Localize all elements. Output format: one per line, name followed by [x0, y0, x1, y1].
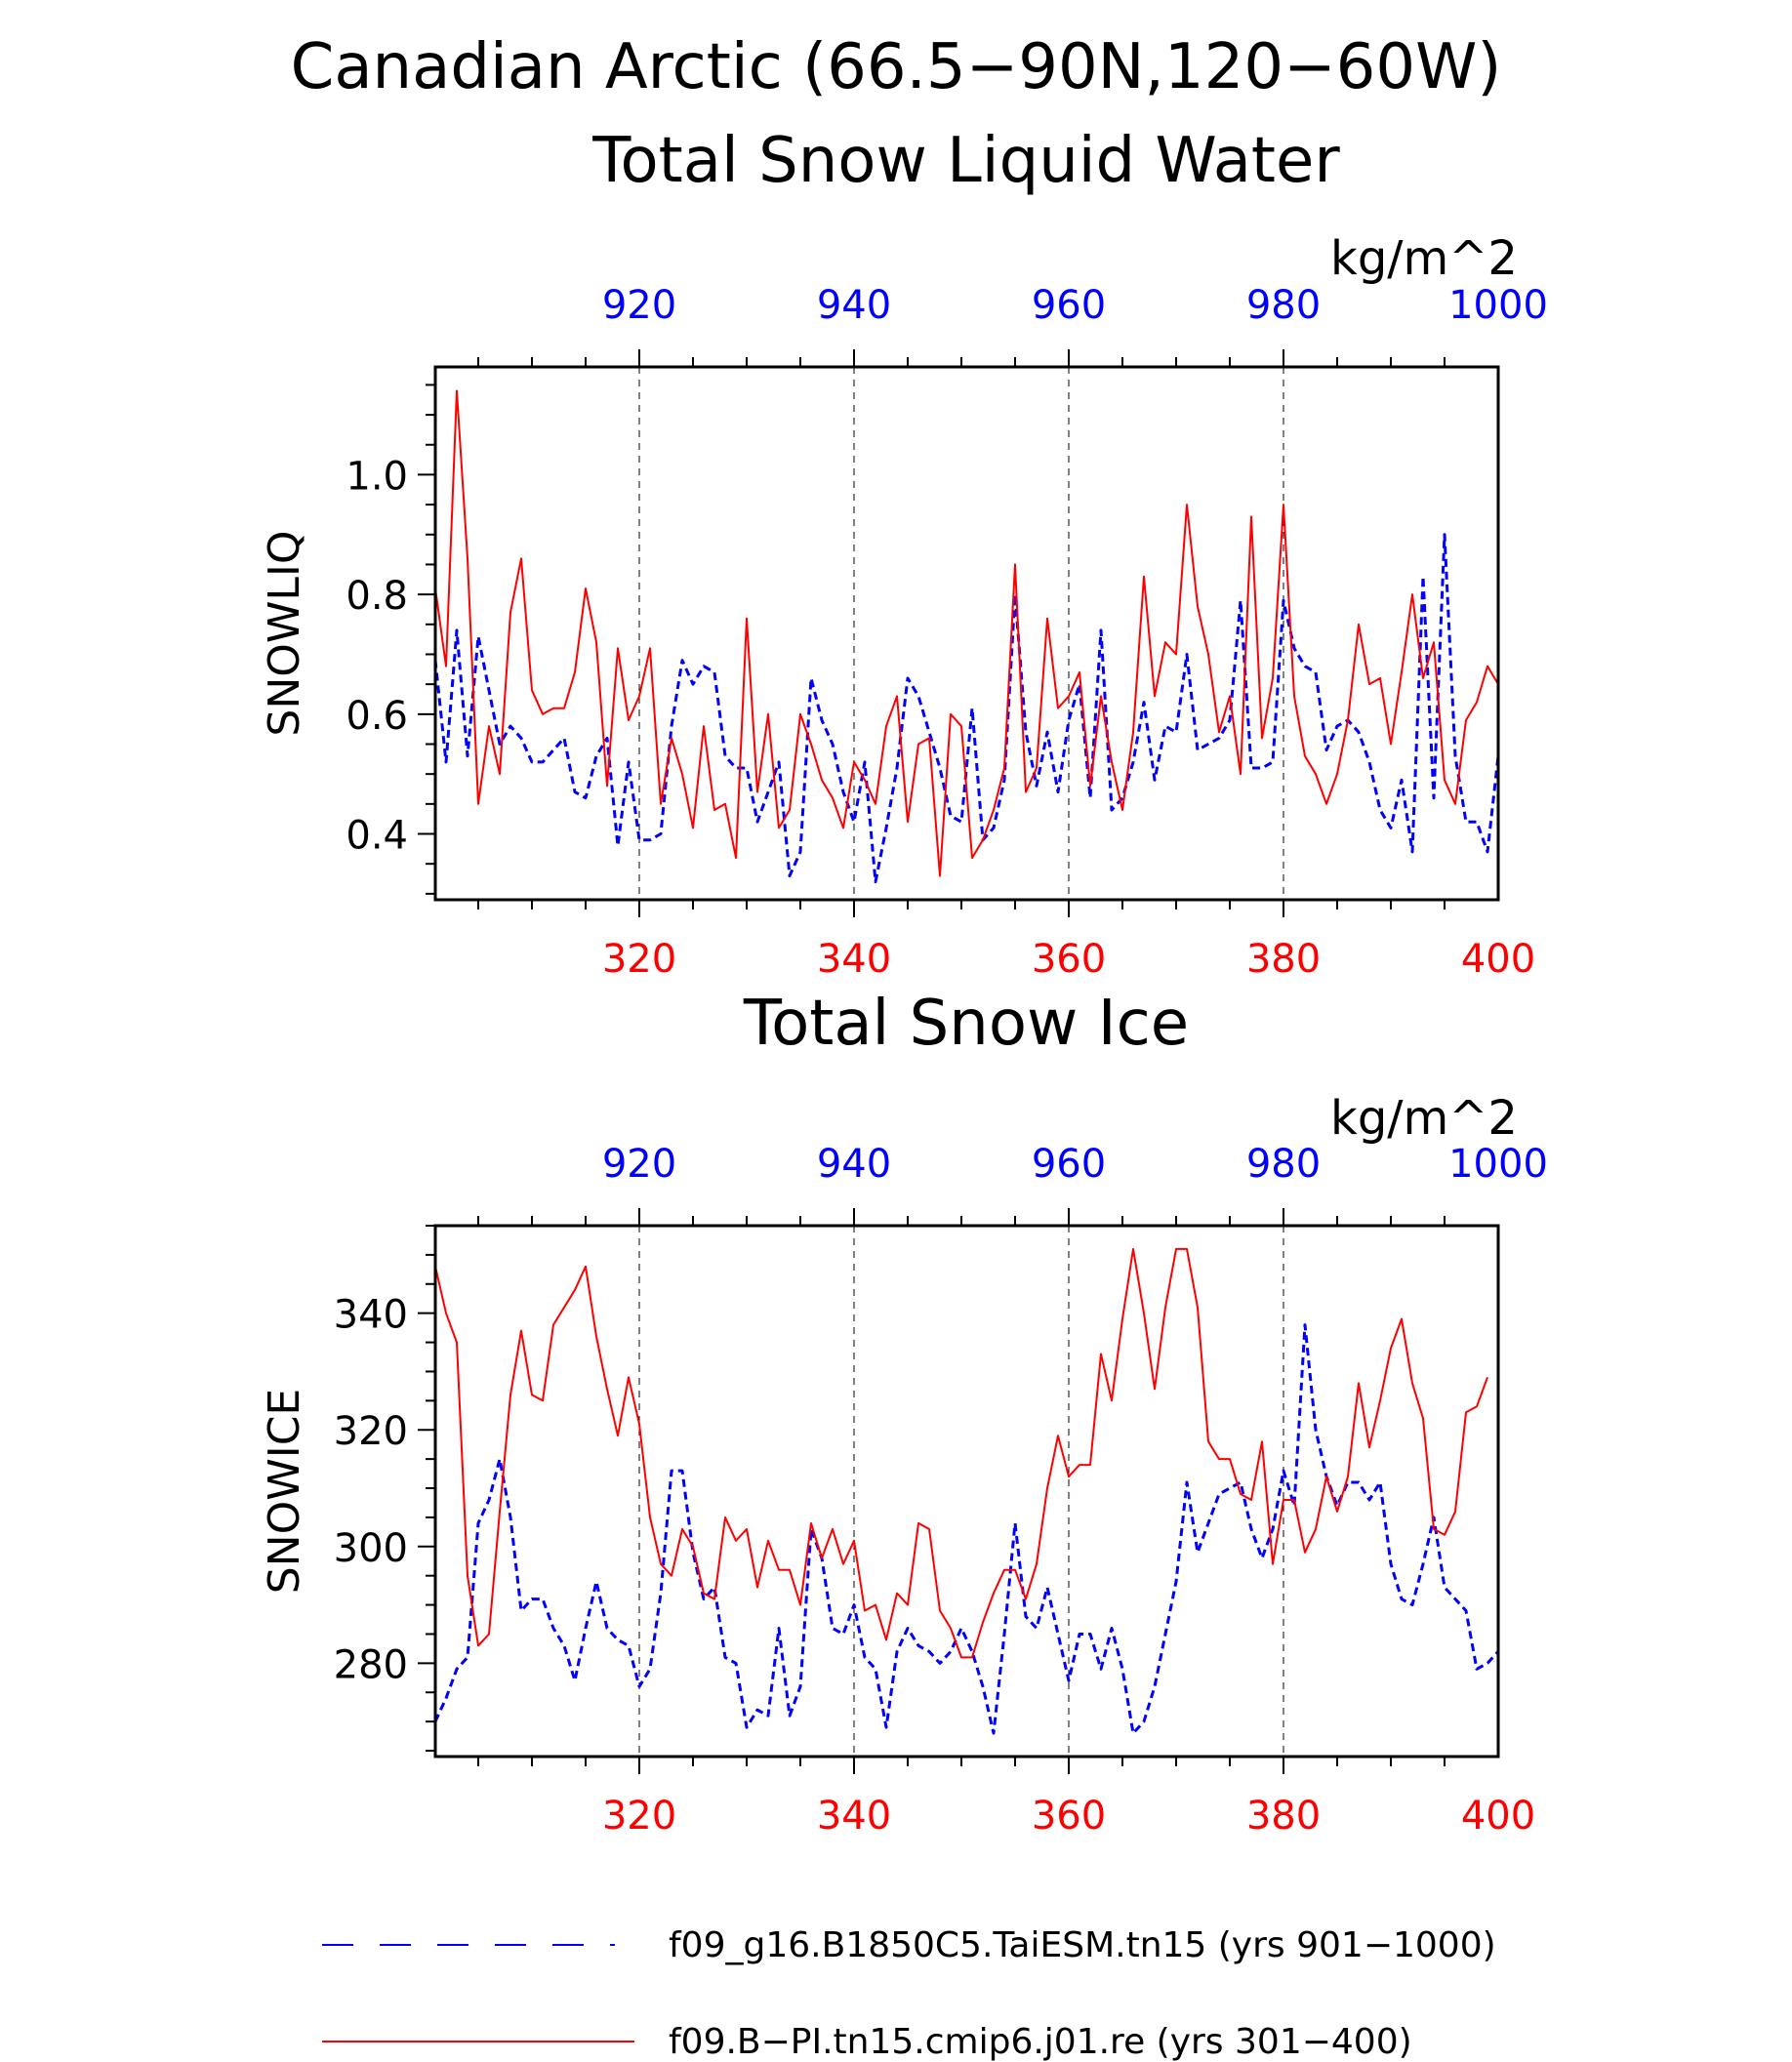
- plot-frame: [433, 1224, 1500, 1759]
- series-line-blue: [433, 1323, 1500, 1735]
- y-axis-label: SNOWLIQ: [260, 530, 309, 736]
- x-top-tick-label: 1000: [1448, 283, 1548, 328]
- x-top-tick-label: 960: [1032, 283, 1106, 328]
- plot-area: 0.4 0.6 0.8 1.0 SNOWLIQ 320 340 360 380 400 920 940…: [260, 283, 1548, 982]
- panel-title: Total Snow Ice: [743, 988, 1189, 1060]
- x-top-tick-label: 920: [602, 1142, 676, 1187]
- y-tick-label: 300: [334, 1526, 408, 1571]
- x-bottom-tick-label: 360: [1032, 937, 1106, 982]
- plot-area: 280 300 320 340 SNOWICE 320 340 360 380 400 920 940…: [260, 1142, 1548, 1839]
- x-top-tick-label: 960: [1032, 1142, 1106, 1187]
- series-line-red: [434, 1247, 1488, 1659]
- plot-frame: [433, 365, 1500, 902]
- y-tick-label: 0.8: [346, 574, 408, 619]
- legend: f09_g16.B1850C5.TaiESM.tn15 (yrs 901−100…: [322, 1925, 1496, 2062]
- y-axis-label: SNOWICE: [260, 1389, 309, 1594]
- y-tick-label: 340: [334, 1293, 408, 1338]
- series-line-blue: [433, 533, 1500, 884]
- series-line-red: [434, 389, 1499, 877]
- panel-snowliq: Total Snow Liquid Water kg/m^2 0.4 0.6 0.8…: [260, 125, 1548, 982]
- x-bottom-tick-label: 400: [1461, 1794, 1535, 1839]
- x-bottom-tick-label: 340: [817, 937, 891, 982]
- x-bottom-tick-label: 400: [1461, 937, 1535, 982]
- units-label: kg/m^2: [1330, 1091, 1518, 1146]
- x-bottom-tick-label: 380: [1246, 1794, 1321, 1839]
- figure-title: Canadian Arctic (66.5−90N,120−60W): [291, 31, 1502, 103]
- x-bottom-tick-label: 360: [1032, 1794, 1106, 1839]
- x-bottom-tick-label: 320: [602, 1794, 676, 1839]
- y-tick-label: 0.6: [346, 694, 408, 739]
- x-top-tick-label: 1000: [1448, 1142, 1548, 1187]
- panel-snowice: Total Snow Ice kg/m^2 280 300 320 340 SNOWIC…: [260, 988, 1548, 1839]
- x-top-tick-label: 920: [602, 283, 676, 328]
- y-tick-label: 1.0: [346, 454, 408, 499]
- legend-label: f09_g16.B1850C5.TaiESM.tn15 (yrs 901−100…: [669, 1925, 1496, 1965]
- x-bottom-tick-label: 380: [1246, 937, 1321, 982]
- x-top-tick-label: 940: [817, 1142, 891, 1187]
- x-top-tick-label: 980: [1246, 1142, 1321, 1187]
- legend-label: f09.B−PI.tn15.cmip6.j01.re (yrs 301−400): [669, 2022, 1412, 2062]
- x-bottom-tick-label: 320: [602, 937, 676, 982]
- x-top-tick-label: 980: [1246, 283, 1321, 328]
- y-tick-label: 320: [334, 1409, 408, 1454]
- panel-title: Total Snow Liquid Water: [591, 125, 1340, 197]
- y-tick-label: 0.4: [346, 814, 408, 859]
- y-tick-label: 280: [334, 1642, 408, 1687]
- x-bottom-tick-label: 340: [817, 1794, 891, 1839]
- x-top-tick-label: 940: [817, 283, 891, 328]
- units-label: kg/m^2: [1330, 231, 1518, 286]
